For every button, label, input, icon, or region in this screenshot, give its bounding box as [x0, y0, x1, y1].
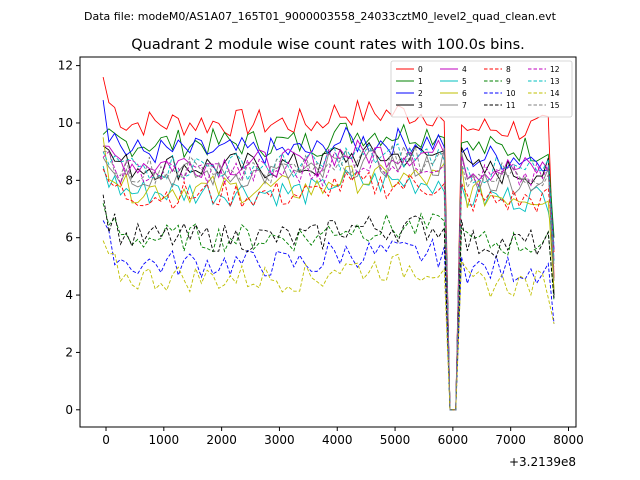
series-line-3 [102, 141, 555, 411]
x-tick-label: 4000 [322, 433, 353, 447]
legend-label-10: 10 [506, 89, 516, 98]
y-tick-label: 4 [65, 288, 73, 302]
legend-label-3: 3 [418, 101, 423, 110]
x-tick-label: 5000 [380, 433, 411, 447]
series-line-4 [103, 139, 555, 411]
series-line-1 [102, 122, 555, 411]
y-tick-label: 0 [65, 403, 73, 417]
legend-label-5: 5 [462, 77, 467, 86]
series-line-13 [102, 143, 555, 411]
y-tick-label: 10 [58, 116, 73, 130]
legend-label-9: 9 [506, 77, 511, 86]
x-tick-label: 8000 [553, 433, 584, 447]
series-line-9 [102, 203, 555, 411]
chart-suptitle: Data file: modeM0/AS1A07_165T01_90000035… [84, 10, 557, 23]
y-tick-label: 12 [58, 59, 73, 73]
series-line-6 [102, 137, 555, 411]
legend-label-4: 4 [462, 65, 467, 74]
series-line-11 [102, 194, 555, 411]
series-line-14 [102, 240, 555, 411]
x-tick-label: 1000 [149, 433, 180, 447]
x-offset-label: +3.2139e8 [509, 455, 576, 469]
x-tick-label: 7000 [495, 433, 526, 447]
chart-title: Quadrant 2 module wise count rates with … [131, 37, 525, 53]
x-axis: 0 1000 2000 3000 4000 5000 6000 7000 8000 [102, 427, 584, 447]
series-line-5 [102, 165, 555, 411]
plot-frame [79, 56, 577, 428]
series-layer [102, 76, 555, 411]
x-tick-label: 2000 [206, 433, 237, 447]
x-tick-label: 6000 [438, 433, 469, 447]
legend-label-1: 1 [418, 77, 423, 86]
legend-box [390, 60, 573, 118]
x-tick-label: 0 [102, 433, 110, 447]
legend-label-13: 13 [550, 77, 560, 86]
legend-label-0: 0 [418, 65, 423, 74]
series-line-8 [102, 168, 555, 411]
legend-label-7: 7 [462, 101, 467, 110]
legend-label-2: 2 [418, 89, 423, 98]
y-tick-label: 8 [65, 173, 73, 187]
legend-label-11: 11 [506, 101, 516, 110]
legend-label-8: 8 [506, 65, 511, 74]
series-line-0 [102, 76, 555, 411]
series-line-12 [102, 146, 555, 411]
legend-label-15: 15 [550, 101, 560, 110]
series-line-7 [102, 148, 555, 411]
legend-label-6: 6 [462, 89, 467, 98]
y-tick-label: 6 [65, 231, 73, 245]
legend-label-14: 14 [550, 89, 560, 98]
series-line-15 [103, 144, 555, 411]
y-tick-label: 2 [65, 345, 73, 359]
y-axis: 0 2 4 6 8 10 12 [58, 59, 80, 417]
x-tick-label: 3000 [264, 433, 295, 447]
legend-label-12: 12 [550, 65, 560, 74]
series-line-10 [102, 220, 555, 411]
